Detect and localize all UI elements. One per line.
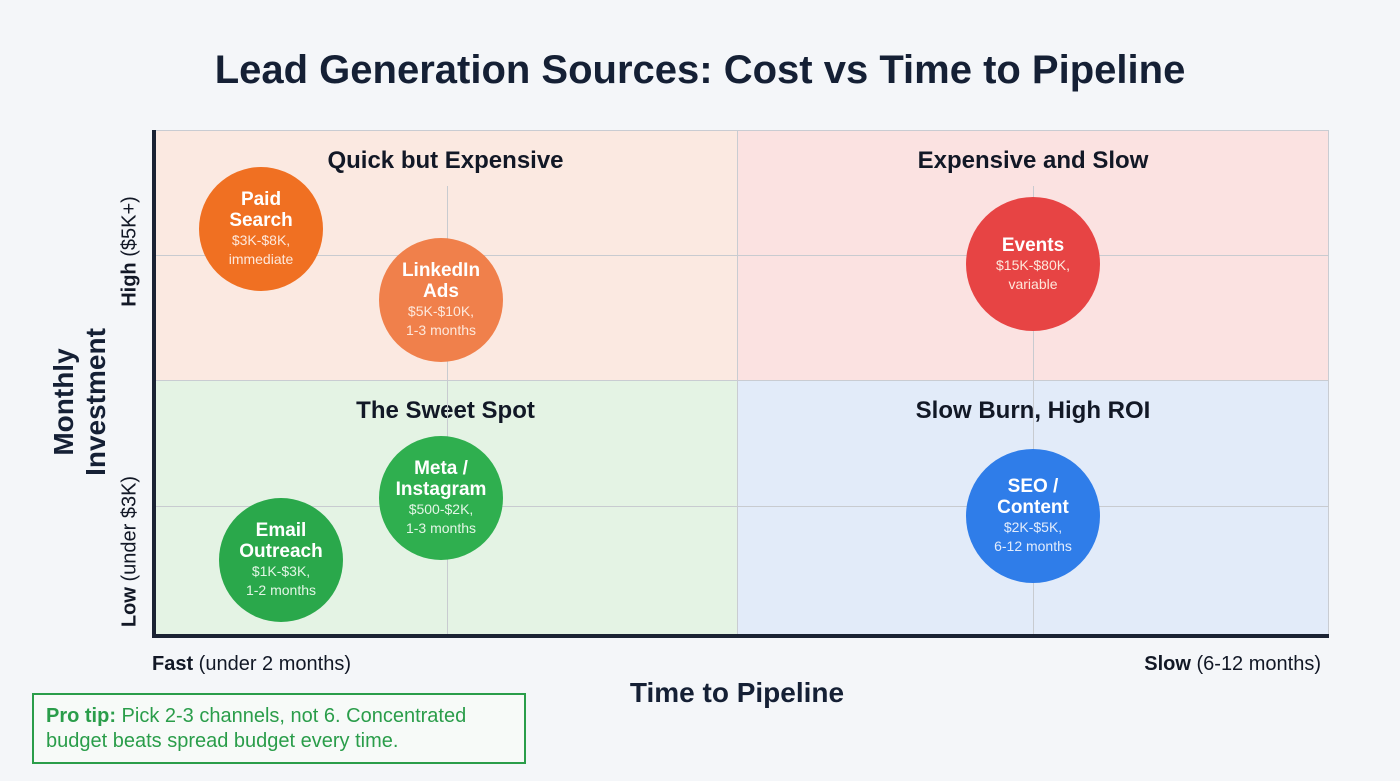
bubble-time: variable (1008, 275, 1058, 292)
bubble-cost: $2K-$5K, (1003, 519, 1063, 535)
x-label-fast: Fast (under 2 months) (152, 653, 351, 675)
bubble-time: immediate (228, 251, 294, 267)
gridline (153, 255, 1329, 256)
bubble-time: 1-3 months (405, 520, 477, 536)
y-axis-title: Monthly Investment (48, 328, 111, 476)
bubble-name: SEO / (1007, 476, 1059, 497)
y-axis-line (152, 130, 156, 637)
bubble-time: 1-2 months (245, 582, 317, 598)
y-label-low: Low (under $3K) (118, 475, 141, 628)
bubble-name: Events (1001, 234, 1065, 256)
gridline (447, 186, 448, 636)
gridline (153, 506, 1329, 507)
x-axis-line (152, 634, 1329, 638)
bubble-time: 6-12 months (994, 538, 1072, 554)
bubble-name: LinkedIn (401, 260, 481, 281)
bubble-linkedin-ads: LinkedIn Ads $5K-$10K, 1-3 months (379, 238, 503, 362)
quadrant-label: Expensive and Slow (917, 147, 1149, 174)
bubble-cost: $5K-$10K, (407, 303, 475, 319)
bubble-name: Instagram (395, 479, 487, 500)
bubble-cost: $1K-$3K, (251, 563, 311, 579)
bubble-cost: $3K-$8K, (231, 232, 291, 248)
bubble-name: Email (255, 520, 307, 541)
bubble-name: Ads (423, 281, 459, 302)
bubble-cost: $500-$2K, (408, 501, 474, 517)
bubble-events: Events $15K-$80K, variable (966, 197, 1100, 331)
bubble-time: 1-3 months (405, 322, 477, 338)
bubble-name: Meta / (414, 458, 468, 479)
bubble-name: Paid (240, 189, 282, 210)
quadrant-label: The Sweet Spot (356, 397, 535, 424)
bubble-cost: $15K-$80K, (996, 256, 1070, 273)
bubble-seo-content: SEO / Content $2K-$5K, 6-12 months (966, 449, 1100, 583)
pro-tip-text: Pick 2-3 channels, not 6. Concentrated b… (46, 705, 467, 752)
x-label-slow: Slow (6-12 months) (1144, 653, 1321, 675)
chart-title: Lead Generation Sources: Cost vs Time to… (214, 48, 1186, 92)
gridline (1033, 186, 1034, 636)
bubble-name: Content (997, 497, 1069, 518)
quadrant-label: Quick but Expensive (327, 147, 564, 174)
bubble-email-outreach: Email Outreach $1K-$3K, 1-2 months (219, 498, 343, 622)
pro-tip-box: Pro tip: Pick 2-3 channels, not 6. Conce… (32, 693, 526, 764)
bubble-meta-instagram: Meta / Instagram $500-$2K, 1-3 months (379, 436, 503, 560)
bubble-name: Outreach (239, 541, 323, 562)
bubble-paid-search: Paid Search $3K-$8K, immediate (199, 167, 323, 291)
bubble-name: Search (229, 210, 293, 231)
y-label-high: High ($5K+) (118, 196, 141, 307)
x-axis-title: Time to Pipeline (629, 677, 845, 708)
pro-tip-label: Pro tip: (46, 705, 116, 727)
